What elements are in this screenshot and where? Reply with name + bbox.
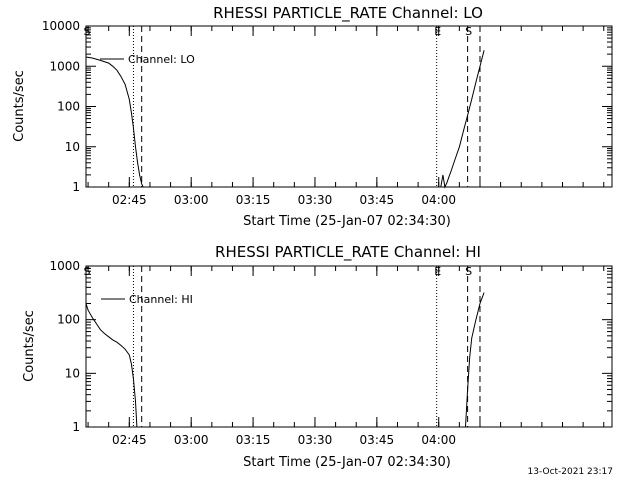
y-tick-label: 1 xyxy=(72,420,80,434)
x-tick-label: 03:45 xyxy=(360,193,395,207)
y-tick-label: 100 xyxy=(57,100,80,114)
legend-lo: Channel: LO xyxy=(100,53,195,66)
chart-title-hi: RHESSI PARTICLE_RATE Channel: HI xyxy=(215,243,481,262)
y-tick-label: 1000 xyxy=(49,59,80,73)
x-tick-label: 03:15 xyxy=(236,193,271,207)
time-marker-label: S xyxy=(84,25,91,38)
time-marker-label: E xyxy=(434,25,441,38)
x-tick-label: 03:00 xyxy=(174,433,209,447)
series-line xyxy=(85,292,485,428)
legend-label-lo: Channel: LO xyxy=(128,53,195,66)
x-axis-label-hi: Start Time (25-Jan-07 02:34:30) xyxy=(243,455,451,470)
series-hi xyxy=(85,292,485,428)
x-tick-label: 02:45 xyxy=(112,433,147,447)
axis-ticks-hi: 1 10 100 1000 02:45 03:00 03:15 03:30 03:45 04:00 xyxy=(49,259,612,447)
y-axis-label-lo: Counts/sec xyxy=(12,70,27,142)
series-lo xyxy=(85,50,485,189)
x-tick-label: 04:00 xyxy=(421,193,456,207)
time-marker-label: S xyxy=(465,25,472,38)
y-tick-label: 100 xyxy=(57,313,80,327)
chart-panel-lo: RHESSI PARTICLE_RATE Channel: LO Counts/… xyxy=(12,4,613,229)
axis-ticks-lo: 1 10 100 1000 10000 02:45 03:00 03:15 03:30 03:45… xyxy=(42,19,612,207)
y-tick-label: 10 xyxy=(65,366,80,380)
y-tick-label: 1 xyxy=(72,180,80,194)
time-marker-label: S xyxy=(84,265,91,278)
x-tick-label: 03:45 xyxy=(360,433,395,447)
y-tick-label: 1000 xyxy=(49,259,80,273)
x-tick-label: 03:15 xyxy=(236,433,271,447)
plot-frame-lo xyxy=(85,25,613,188)
generation-timestamp: 13-Oct-2021 23:17 xyxy=(528,467,613,477)
time-marker-label: E xyxy=(434,265,441,278)
y-tick-label: 10000 xyxy=(42,19,80,33)
x-tick-label: 03:30 xyxy=(298,193,333,207)
series-line xyxy=(85,50,485,189)
chart-title-lo: RHESSI PARTICLE_RATE Channel: LO xyxy=(213,4,483,23)
x-tick-label: 03:00 xyxy=(174,193,209,207)
x-tick-label: 02:45 xyxy=(112,193,147,207)
time-marker-label: S xyxy=(465,265,472,278)
legend-label-hi: Channel: HI xyxy=(129,293,193,306)
x-tick-label: 03:30 xyxy=(298,433,333,447)
chart-panel-hi: RHESSI PARTICLE_RATE Channel: HI Counts/… xyxy=(22,243,613,470)
y-axis-label-hi: Counts/sec xyxy=(22,310,37,382)
y-tick-label: 10 xyxy=(65,140,80,154)
x-tick-label: 04:00 xyxy=(421,433,456,447)
legend-hi: Channel: HI xyxy=(101,293,193,306)
plot-frame-hi xyxy=(85,265,613,428)
x-axis-label-lo: Start Time (25-Jan-07 02:34:30) xyxy=(243,214,451,229)
